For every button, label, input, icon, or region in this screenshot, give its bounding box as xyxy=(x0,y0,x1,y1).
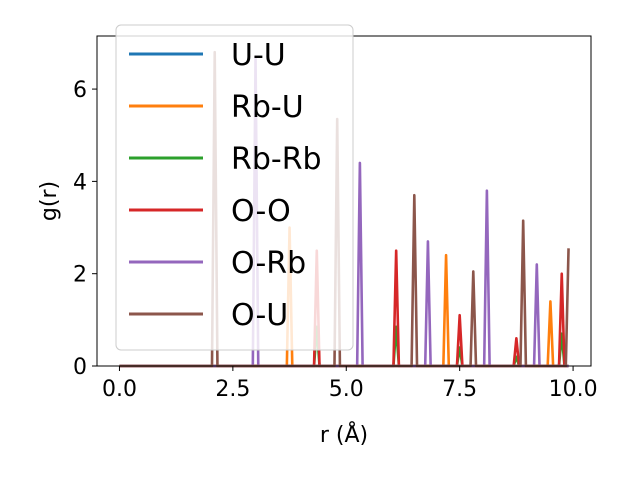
x-axis-label: r (Å) xyxy=(320,421,368,448)
x-tick-label: 5.0 xyxy=(329,377,364,402)
x-tick-label: 0.0 xyxy=(102,377,137,402)
legend-label-o-o: O-O xyxy=(231,194,291,229)
legend-label-u-u: U-U xyxy=(231,38,286,73)
y-tick-label: 0 xyxy=(73,355,87,380)
x-tick-label: 10.0 xyxy=(549,377,598,402)
x-tick-label: 7.5 xyxy=(442,377,477,402)
y-tick-label: 6 xyxy=(73,78,87,103)
tick-layer: 0.0 2.5 5.0 7.5 10.0 0 2 4 6 xyxy=(73,78,598,402)
y-axis-label: g(r) xyxy=(37,181,62,221)
legend-label-rb-u: Rb-U xyxy=(231,90,304,125)
y-tick-label: 4 xyxy=(73,170,87,195)
y-tick-label: 2 xyxy=(73,263,87,288)
legend: U-U Rb-U Rb-Rb O-O O-Rb O-U xyxy=(115,24,354,351)
legend-label-rb-rb: Rb-Rb xyxy=(231,142,322,177)
legend-label-o-u: O-U xyxy=(231,298,288,333)
x-tick-label: 2.5 xyxy=(215,377,250,402)
legend-label-o-rb: O-Rb xyxy=(231,246,306,281)
